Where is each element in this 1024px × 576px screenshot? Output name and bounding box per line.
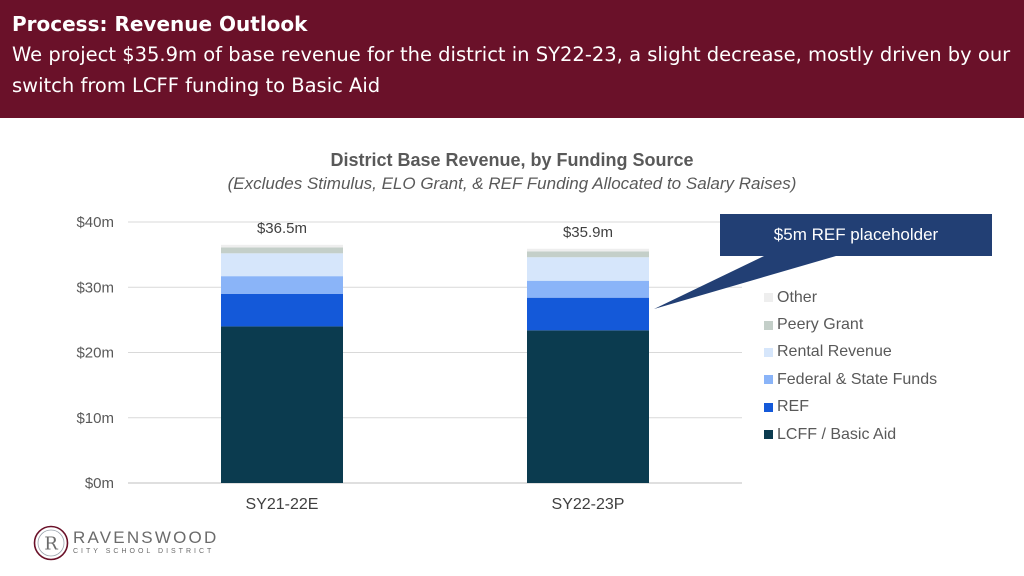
y-tick-label: $10m [76,410,114,427]
y-tick-label: $30m [76,279,114,296]
bar-segment-peery-grant [527,251,649,258]
bar-segment-ref [221,293,343,327]
chart-title: District Base Revenue, by Funding Source [330,150,694,170]
chart-subtitle: (Excludes Stimulus, ELO Grant, & REF Fun… [227,174,797,193]
legend-label: Rental Revenue [777,343,892,361]
legend-item: Other [764,284,937,311]
legend-item: LCFF / Basic Aid [764,421,937,448]
callout-pointer [654,256,836,309]
legend-item: Federal & State Funds [764,366,937,393]
logo-subtitle: CITY SCHOOL DISTRICT [73,548,215,555]
legend-label: Other [777,288,818,306]
bar-total-label: $36.5m [257,220,307,237]
legend-swatch [764,320,773,330]
bar-segment-other [527,248,649,252]
bar-segment-ref [527,297,649,331]
page-title: Process: Revenue Outlook [12,12,308,36]
ref-placeholder-callout: $5m REF placeholder [720,214,992,256]
chart-legend: Other Peery Grant Rental Revenue Federal & … [764,284,937,448]
legend-label: LCFF / Basic Aid [777,425,897,443]
page-subtitle: We project $35.9m of base revenue for th… [12,43,1011,97]
bar-segment-peery-grant [221,247,343,254]
bar-segment-federal-state-funds [527,280,649,298]
legend-label: Federal & State Funds [777,370,938,388]
legend-label: REF [777,398,809,416]
legend-item: REF [764,394,937,421]
logo-name: RAVENSWOOD [73,528,219,547]
bar-segment-other [221,244,343,248]
header-banner: Process: Revenue Outlook We project $35.… [0,0,1024,118]
legend-label: Peery Grant [777,316,864,334]
bar-total-label: $35.9m [563,224,613,241]
bar-segment-federal-state-funds [221,276,343,294]
legend-item: Rental Revenue [764,339,937,366]
bar-segment-rental-revenue [527,257,649,281]
legend-item: Peery Grant [764,311,937,338]
x-tick-label: SY22-23P [552,496,625,513]
svg-text:R: R [44,534,58,555]
legend-swatch [764,430,773,440]
legend-swatch [764,402,773,412]
district-logo: R RAVENSWOOD CITY SCHOOL DISTRICT [33,525,218,561]
legend-swatch [764,375,773,385]
y-tick-label: $20m [76,345,114,362]
y-tick-label: $40m [76,214,114,231]
bar-segment-lcff-basic-aid [221,326,343,483]
legend-swatch [764,293,773,303]
y-tick-label: $0m [85,475,114,492]
x-tick-label: SY21-22E [246,496,319,513]
bar-segment-lcff-basic-aid [527,330,649,483]
legend-swatch [764,347,773,357]
logo-monogram-icon: R [33,525,69,561]
bar-segment-rental-revenue [221,253,343,277]
